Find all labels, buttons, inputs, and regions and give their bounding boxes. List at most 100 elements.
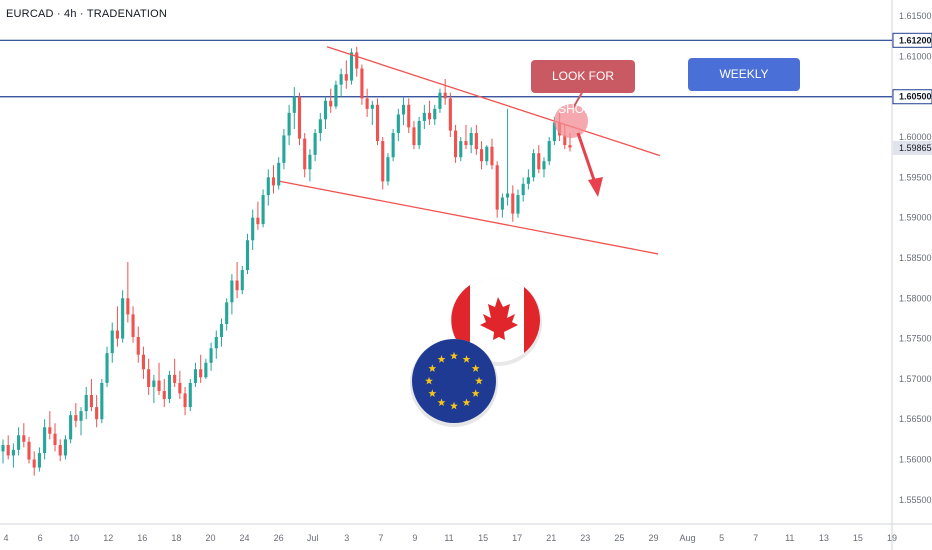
price-axis-label-box bbox=[892, 32, 932, 48]
candle-body bbox=[126, 298, 130, 315]
candle-body bbox=[292, 96, 296, 113]
candle-body bbox=[344, 74, 348, 81]
candle-body bbox=[469, 133, 473, 146]
candle-body bbox=[245, 240, 250, 271]
weekly-resistance-label[interactable]: WEEKLY RESISTANCE bbox=[688, 58, 800, 114]
candle-body bbox=[381, 141, 385, 182]
candle-body bbox=[27, 441, 31, 460]
candle-body bbox=[349, 52, 354, 81]
time-tick-label: Jul bbox=[307, 533, 319, 543]
time-tick-label: 29 bbox=[648, 533, 658, 543]
candle-body bbox=[37, 453, 41, 468]
look-for-shorts-label[interactable]: LOOK FOR SHORTS bbox=[531, 60, 635, 116]
candle-body bbox=[453, 130, 458, 158]
time-tick-label: 3 bbox=[344, 533, 349, 543]
candle-body bbox=[230, 280, 234, 303]
highlight-circle bbox=[554, 104, 588, 138]
candle-body bbox=[261, 195, 265, 225]
candle-body bbox=[386, 157, 390, 182]
candle-body bbox=[297, 96, 302, 139]
candle-body bbox=[277, 162, 281, 186]
candle-body bbox=[173, 374, 177, 383]
candle-body bbox=[323, 100, 328, 120]
candle-body bbox=[500, 197, 504, 210]
candle-body bbox=[58, 444, 62, 456]
time-tick-label: 11 bbox=[785, 533, 794, 543]
candle-body bbox=[6, 444, 10, 456]
candle-body bbox=[375, 104, 380, 142]
candle-body bbox=[318, 119, 322, 134]
candle-body bbox=[214, 336, 218, 349]
candle-body bbox=[459, 141, 463, 158]
candle-body bbox=[474, 133, 478, 150]
time-tick-label: 15 bbox=[853, 533, 863, 543]
candle-body bbox=[209, 348, 213, 363]
time-tick-label: 26 bbox=[274, 533, 284, 543]
canada-flag-left-band bbox=[451, 285, 470, 355]
price-tick-label: 1.57000 bbox=[899, 374, 932, 384]
price-tick-label: 1.60000 bbox=[899, 132, 932, 142]
price-tick-label: 1.57500 bbox=[899, 334, 932, 344]
time-tick-label: Aug bbox=[680, 533, 696, 543]
candle-body bbox=[74, 415, 78, 421]
time-tick-label: 15 bbox=[478, 533, 488, 543]
candle-body bbox=[100, 382, 104, 420]
candle-body bbox=[105, 353, 109, 383]
candle-body bbox=[11, 449, 15, 456]
candle-body bbox=[271, 177, 276, 186]
candle-body bbox=[162, 390, 166, 400]
candle-body bbox=[1, 444, 5, 452]
time-tick-label: 12 bbox=[103, 533, 113, 543]
candle-body bbox=[365, 98, 369, 109]
candle-body bbox=[407, 104, 411, 128]
candle-body bbox=[355, 52, 359, 69]
candle-body bbox=[69, 415, 73, 440]
time-tick-label: 25 bbox=[614, 533, 624, 543]
candle-body bbox=[313, 133, 317, 155]
eu-star-icon bbox=[462, 355, 471, 363]
price-tick-label: 1.58000 bbox=[899, 293, 932, 303]
price-axis-label-box bbox=[892, 89, 932, 105]
candle-body bbox=[89, 395, 93, 408]
eu-flag-icon bbox=[412, 339, 496, 423]
candle-body bbox=[53, 433, 57, 445]
candle-body bbox=[308, 154, 312, 170]
candle-body bbox=[448, 98, 452, 131]
price-axis-label: 1.60500 bbox=[899, 92, 932, 102]
candle-body bbox=[225, 302, 229, 325]
candle-body bbox=[147, 369, 151, 387]
candle-body bbox=[506, 193, 510, 198]
candle-body bbox=[43, 427, 47, 454]
time-tick-label: 21 bbox=[546, 533, 556, 543]
candle-body bbox=[542, 161, 546, 170]
candle-body bbox=[391, 133, 395, 158]
time-tick-label: 19 bbox=[887, 533, 897, 543]
candle-body bbox=[251, 217, 255, 241]
candle-body bbox=[526, 177, 530, 184]
time-tick-label: 7 bbox=[753, 533, 758, 543]
time-tick-label: 24 bbox=[240, 533, 250, 543]
eu-star-icon bbox=[425, 376, 433, 385]
candle-body bbox=[199, 369, 203, 378]
candle-body bbox=[516, 195, 520, 214]
candle-body bbox=[235, 280, 239, 291]
chart-title: EURCAD · 4h · TRADENATION bbox=[6, 8, 168, 20]
eu-star-icon bbox=[471, 389, 480, 397]
candle-body bbox=[339, 74, 343, 85]
candle-body bbox=[282, 135, 286, 163]
price-tick-label: 1.61000 bbox=[899, 51, 932, 61]
candle-body bbox=[266, 177, 270, 196]
candle-body bbox=[32, 459, 36, 468]
candle-body bbox=[121, 298, 125, 339]
price-axis-label: 1.59865 bbox=[899, 143, 932, 153]
time-tick-label: 7 bbox=[378, 533, 383, 543]
eu-star-icon bbox=[462, 398, 471, 406]
maple-leaf-icon bbox=[480, 297, 518, 340]
short-arrow-shaft bbox=[576, 132, 596, 181]
candle-body bbox=[495, 165, 499, 210]
candle-body bbox=[396, 114, 400, 134]
candle-body bbox=[167, 374, 172, 400]
eu-star-icon bbox=[471, 364, 480, 372]
candle-body bbox=[219, 324, 224, 337]
